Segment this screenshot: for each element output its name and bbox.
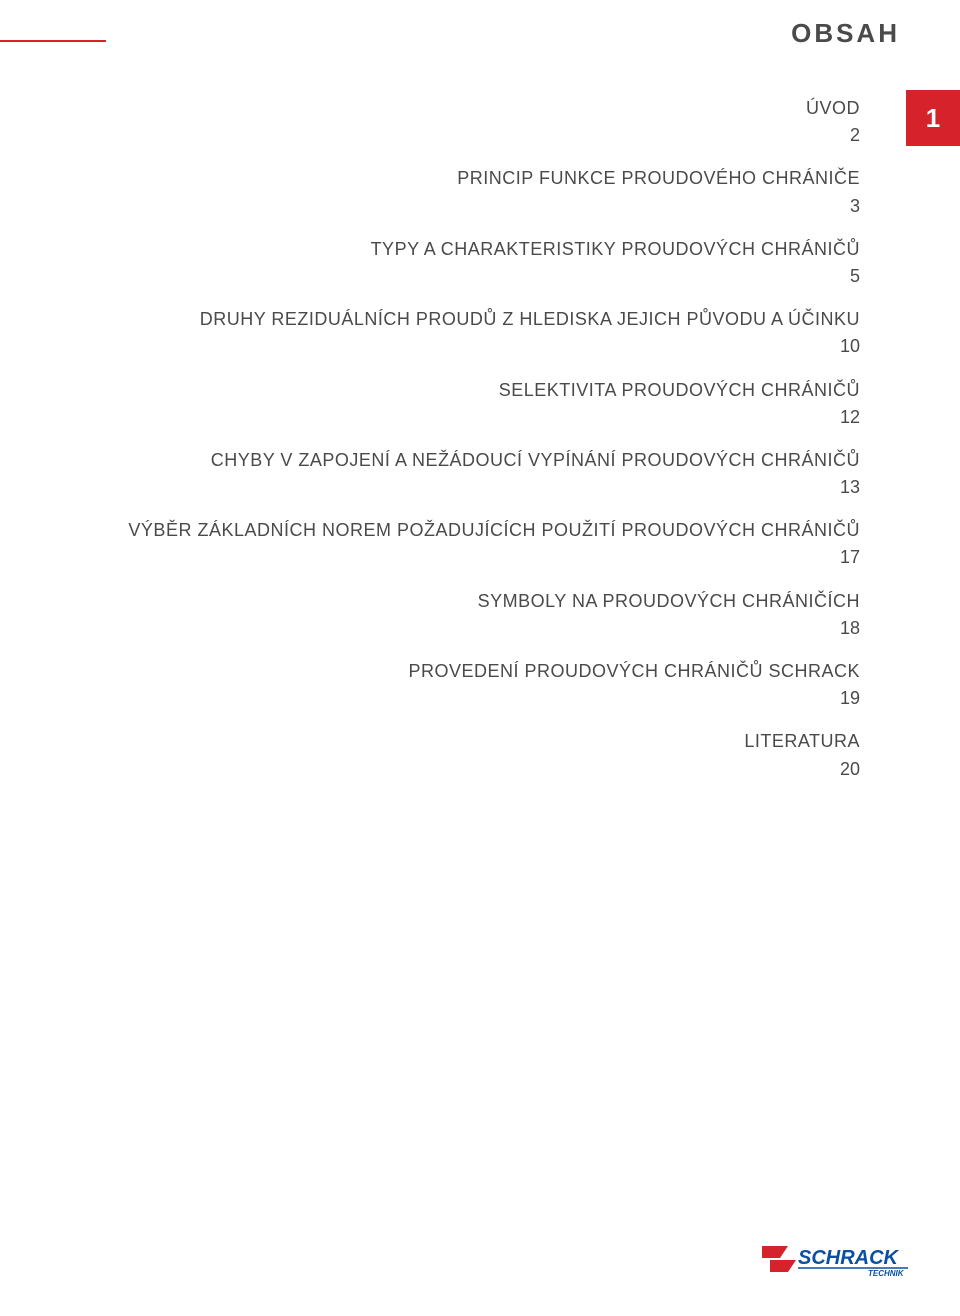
page-title: OBSAH	[791, 18, 900, 49]
toc-entry-title: PRINCIP FUNKCE PROUDOVÉHO CHRÁNIČE	[120, 166, 860, 191]
toc-entry-title: SELEKTIVITA PROUDOVÝCH CHRÁNIČŮ	[120, 378, 860, 403]
chapter-tab-label: 1	[926, 103, 940, 134]
toc-entry-title: TYPY A CHARAKTERISTIKY PROUDOVÝCH CHRÁNI…	[120, 237, 860, 262]
toc-entry: SELEKTIVITA PROUDOVÝCH CHRÁNIČŮ 12	[120, 378, 860, 430]
toc-entry-page: 19	[120, 686, 860, 711]
toc-entry-page: 18	[120, 616, 860, 641]
logo-sub-text: TECHNIK	[868, 1269, 905, 1278]
toc-entry: TYPY A CHARAKTERISTIKY PROUDOVÝCH CHRÁNI…	[120, 237, 860, 289]
logo-brand-text: SCHRACK	[798, 1247, 900, 1269]
toc-entry-page: 17	[120, 545, 860, 570]
toc-entry-title: VÝBĚR ZÁKLADNÍCH NOREM POŽADUJÍCÍCH POUŽ…	[120, 518, 860, 543]
toc-entry-title: CHYBY V ZAPOJENÍ A NEŽÁDOUCÍ VYPÍNÁNÍ PR…	[120, 448, 860, 473]
toc-entry-page: 5	[120, 264, 860, 289]
toc-entry-page: 20	[120, 757, 860, 782]
toc-entry-title: ÚVOD	[120, 96, 860, 121]
toc-entry: ÚVOD 2	[120, 96, 860, 148]
toc-entry: VÝBĚR ZÁKLADNÍCH NOREM POŽADUJÍCÍCH POUŽ…	[120, 518, 860, 570]
toc-entry-page: 2	[120, 123, 860, 148]
toc-entry-page: 13	[120, 475, 860, 500]
brand-logo: SCHRACK TECHNIK	[760, 1240, 920, 1280]
toc-entry: CHYBY V ZAPOJENÍ A NEŽÁDOUCÍ VYPÍNÁNÍ PR…	[120, 448, 860, 500]
toc-entry: LITERATURA 20	[120, 729, 860, 781]
page: OBSAH 1 ÚVOD 2 PRINCIP FUNKCE PROUDOVÉHO…	[0, 0, 960, 1316]
table-of-contents: ÚVOD 2 PRINCIP FUNKCE PROUDOVÉHO CHRÁNIČ…	[120, 96, 860, 800]
toc-entry: PROVEDENÍ PROUDOVÝCH CHRÁNIČŮ SCHRACK 19	[120, 659, 860, 711]
toc-entry-title: PROVEDENÍ PROUDOVÝCH CHRÁNIČŮ SCHRACK	[120, 659, 860, 684]
toc-entry: PRINCIP FUNKCE PROUDOVÉHO CHRÁNIČE 3	[120, 166, 860, 218]
toc-entry: DRUHY REZIDUÁLNÍCH PROUDŮ Z HLEDISKA JEJ…	[120, 307, 860, 359]
toc-entry-page: 3	[120, 194, 860, 219]
toc-entry-title: DRUHY REZIDUÁLNÍCH PROUDŮ Z HLEDISKA JEJ…	[120, 307, 860, 332]
chapter-tab: 1	[906, 90, 960, 146]
toc-entry-title: LITERATURA	[120, 729, 860, 754]
toc-entry: SYMBOLY NA PROUDOVÝCH CHRÁNIČÍCH 18	[120, 589, 860, 641]
toc-entry-title: SYMBOLY NA PROUDOVÝCH CHRÁNIČÍCH	[120, 589, 860, 614]
toc-entry-page: 10	[120, 334, 860, 359]
toc-entry-page: 12	[120, 405, 860, 430]
schrack-logo-icon: SCHRACK TECHNIK	[760, 1240, 920, 1280]
header-rule	[0, 40, 106, 42]
